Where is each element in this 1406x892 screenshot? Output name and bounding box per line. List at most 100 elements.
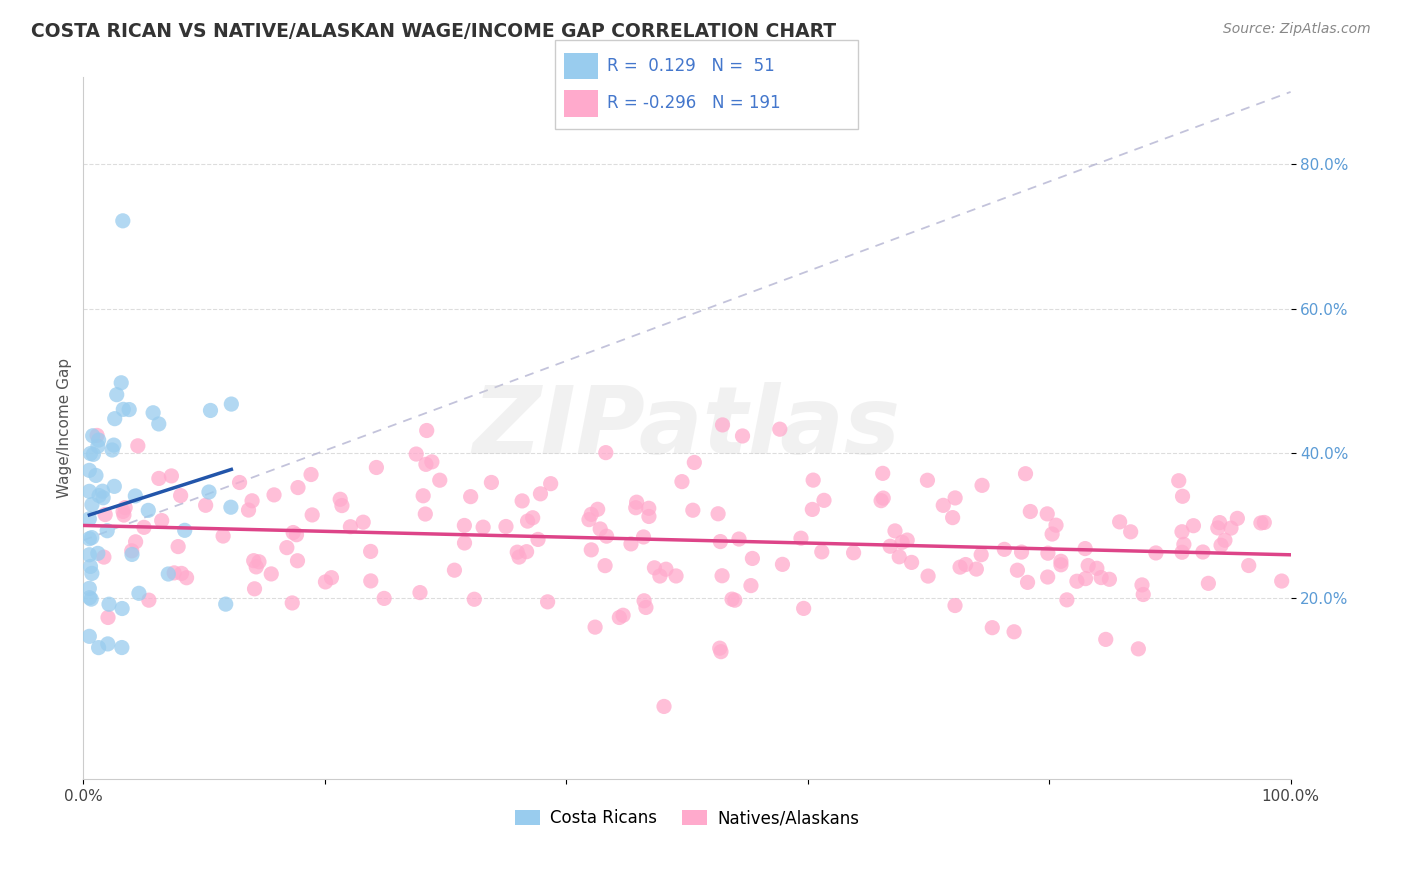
Point bbox=[84, 468, 107, 483]
Point bbox=[884, 524, 907, 538]
Point bbox=[87, 489, 110, 503]
Point bbox=[360, 574, 382, 588]
Point bbox=[949, 560, 972, 574]
Point bbox=[1253, 516, 1275, 530]
Point bbox=[728, 532, 751, 546]
Point bbox=[79, 446, 101, 460]
Point bbox=[415, 424, 437, 438]
Point bbox=[80, 498, 103, 512]
Point bbox=[1128, 641, 1150, 656]
Point bbox=[633, 530, 655, 544]
Point bbox=[1171, 524, 1194, 539]
Point bbox=[247, 555, 270, 569]
Point bbox=[1213, 533, 1236, 548]
Point bbox=[638, 509, 661, 524]
Point bbox=[801, 473, 824, 487]
Point bbox=[1206, 521, 1229, 535]
Text: R = -0.296   N = 191: R = -0.296 N = 191 bbox=[607, 94, 780, 112]
Point bbox=[97, 610, 120, 624]
Point bbox=[242, 554, 264, 568]
Point bbox=[101, 443, 124, 458]
Point bbox=[595, 529, 617, 543]
Point bbox=[443, 563, 465, 577]
Point bbox=[148, 471, 170, 485]
Point bbox=[299, 467, 322, 482]
Point bbox=[970, 478, 993, 492]
Point bbox=[652, 699, 675, 714]
Point bbox=[1050, 558, 1073, 572]
Point bbox=[1250, 516, 1272, 530]
Point bbox=[612, 608, 634, 623]
Point bbox=[79, 629, 101, 643]
Point bbox=[409, 585, 432, 599]
Point bbox=[1098, 572, 1121, 586]
Point bbox=[1271, 574, 1294, 588]
Point bbox=[620, 537, 643, 551]
Point bbox=[731, 429, 754, 443]
Point bbox=[124, 489, 146, 503]
Point bbox=[626, 495, 648, 509]
Point bbox=[1209, 538, 1232, 552]
Point bbox=[87, 439, 110, 453]
Point bbox=[287, 554, 309, 568]
Point bbox=[112, 402, 135, 417]
Point bbox=[1036, 570, 1059, 584]
Point bbox=[510, 494, 533, 508]
Point bbox=[955, 558, 977, 572]
Point bbox=[942, 510, 965, 524]
Point bbox=[943, 599, 966, 613]
Point bbox=[609, 610, 631, 624]
Point bbox=[301, 508, 323, 522]
Point bbox=[91, 491, 114, 505]
Point bbox=[709, 534, 731, 549]
Point bbox=[167, 540, 190, 554]
Point bbox=[1066, 574, 1088, 589]
Point bbox=[917, 473, 939, 487]
Point bbox=[112, 504, 135, 518]
Point bbox=[105, 387, 128, 401]
Point bbox=[970, 548, 993, 562]
Point bbox=[586, 502, 609, 516]
Point bbox=[1197, 576, 1219, 591]
Point bbox=[769, 422, 792, 436]
Point bbox=[352, 515, 374, 529]
Point bbox=[330, 499, 353, 513]
Point bbox=[1050, 554, 1073, 568]
Point bbox=[1237, 558, 1260, 573]
Point bbox=[1144, 546, 1167, 560]
Point bbox=[79, 548, 101, 562]
Point bbox=[1085, 561, 1108, 575]
Point bbox=[243, 582, 266, 596]
Point bbox=[1171, 545, 1194, 559]
Point bbox=[170, 566, 193, 581]
Text: COSTA RICAN VS NATIVE/ALASKAN WAGE/INCOME GAP CORRELATION CHART: COSTA RICAN VS NATIVE/ALASKAN WAGE/INCOM… bbox=[31, 22, 837, 41]
Point bbox=[287, 481, 309, 495]
Point bbox=[114, 500, 136, 515]
Point bbox=[724, 593, 747, 607]
Point bbox=[1182, 518, 1205, 533]
Point bbox=[643, 561, 665, 575]
Point bbox=[793, 601, 815, 615]
Point bbox=[1077, 558, 1099, 573]
Point bbox=[150, 514, 173, 528]
Point bbox=[1036, 546, 1059, 560]
Point bbox=[624, 500, 647, 515]
Point bbox=[148, 417, 170, 431]
Point bbox=[583, 620, 606, 634]
Point bbox=[91, 484, 114, 499]
Point bbox=[1130, 578, 1153, 592]
Point bbox=[240, 493, 263, 508]
Point bbox=[194, 498, 217, 512]
Point bbox=[896, 533, 918, 547]
Point bbox=[98, 597, 121, 611]
Point bbox=[453, 536, 475, 550]
Point bbox=[1108, 515, 1130, 529]
Point bbox=[993, 542, 1015, 557]
Bar bbox=[564, 90, 598, 117]
Point bbox=[200, 403, 222, 417]
Point bbox=[1040, 527, 1063, 541]
Point bbox=[238, 503, 260, 517]
Point bbox=[1019, 504, 1042, 518]
Point bbox=[136, 503, 159, 517]
Point bbox=[1090, 570, 1112, 584]
